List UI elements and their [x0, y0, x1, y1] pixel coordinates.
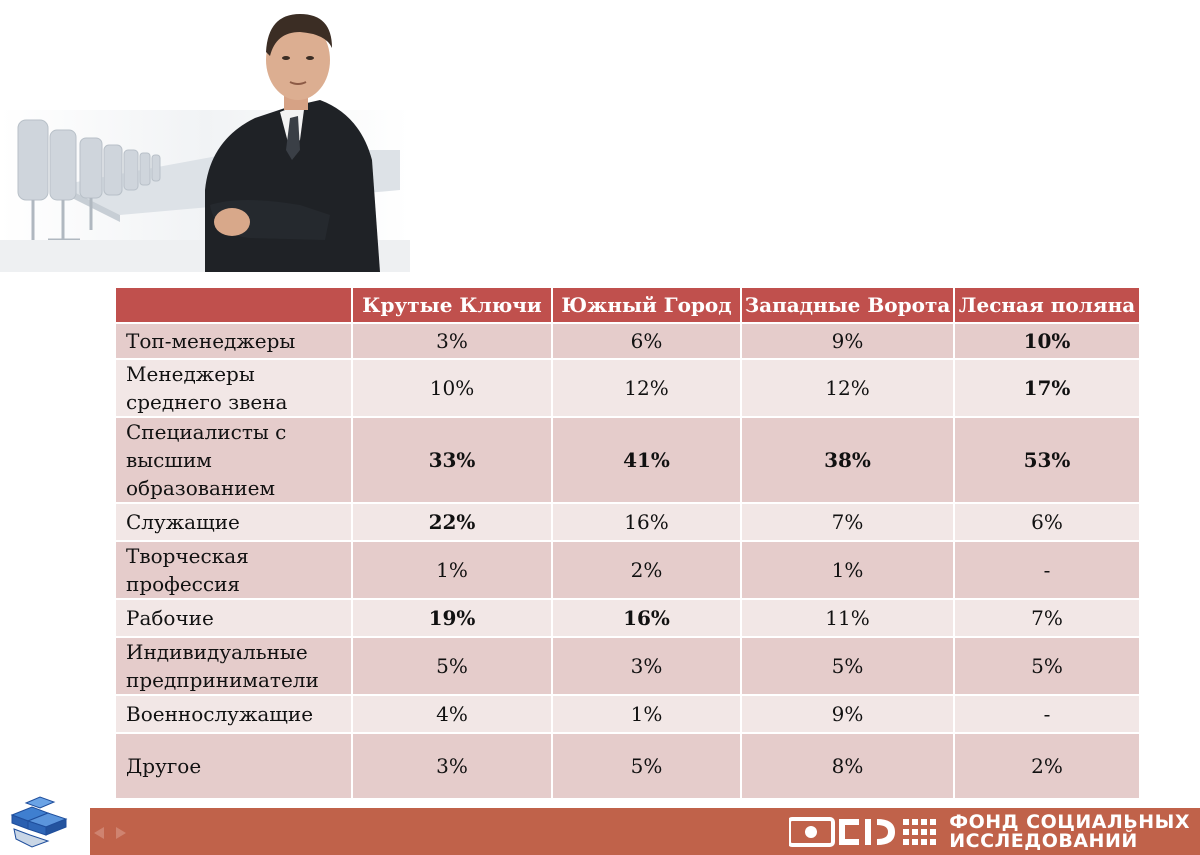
footer-bar: ФОНД СОЦИАЛЬНЫХ ИССЛЕДОВАНИЙ [90, 808, 1200, 855]
table-row: Рабочие 19% 16% 11% 7% [116, 599, 1141, 638]
row-label: Специалисты с высшим образованием [116, 417, 353, 504]
table-cell: 7% [741, 503, 955, 542]
table-cell: 12% [552, 359, 742, 418]
table-cell: 5% [352, 637, 553, 696]
table-cell: 9% [741, 323, 955, 360]
table-row: Военнослужащие 4% 1% 9% - [116, 695, 1141, 734]
table-cell: - [954, 695, 1141, 734]
table-cell: 5% [552, 733, 742, 800]
table-cell: 16% [552, 503, 742, 542]
table-cell: 2% [954, 733, 1141, 800]
table-cell: 33% [352, 417, 553, 504]
table-header-row: Крутые Ключи Южный Город Западные Ворота… [116, 288, 1141, 324]
row-label: Другое [116, 733, 353, 800]
table-cell: 7% [954, 599, 1141, 638]
table-row: Специалисты с высшим образованием 33% 41… [116, 417, 1141, 504]
table-cell: 4% [352, 695, 553, 734]
table-cell: 11% [741, 599, 955, 638]
table-cell: 41% [552, 417, 742, 504]
row-label: Топ-менеджеры [116, 323, 353, 360]
table-cell: 3% [352, 323, 553, 360]
row-label: Менеджеры среднего звена [116, 359, 353, 418]
table-cell: 22% [352, 503, 553, 542]
table-row: Другое 3% 5% 8% 2% [116, 733, 1141, 800]
table-cell: 2% [552, 541, 742, 600]
table-cell: 5% [954, 637, 1141, 696]
table-cell: 19% [352, 599, 553, 638]
table-row: Топ-менеджеры 3% 6% 9% 10% [116, 323, 1141, 360]
table-cell: 1% [352, 541, 553, 600]
logo-line-1: ФОНД СОЦИАЛЬНЫХ [949, 811, 1190, 833]
header-lesnaya-polyana: Лесная поляна [954, 288, 1141, 324]
table-cell: 1% [552, 695, 742, 734]
table-cell: 10% [352, 359, 553, 418]
table-cell: 5% [741, 637, 955, 696]
row-label: Служащие [116, 503, 353, 542]
row-label: Творческая профессия [116, 541, 353, 600]
fond-logo-text: ФОНД СОЦИАЛЬНЫХ ИССЛЕДОВАНИЙ [949, 813, 1190, 851]
table-row: Служащие 22% 16% 7% 6% [116, 503, 1141, 542]
table-row: Менеджеры среднего звена 10% 12% 12% 17% [116, 359, 1141, 418]
table-cell: 3% [352, 733, 553, 800]
table-row: Творческая профессия 1% 2% 1% - [116, 541, 1141, 600]
table-cell: 6% [552, 323, 742, 360]
header-yuzhny-gorod: Южный Город [552, 288, 742, 324]
table-cell: 9% [741, 695, 955, 734]
fond-logo: ФОНД СОЦИАЛЬНЫХ ИССЛЕДОВАНИЙ [789, 812, 1190, 852]
nav-arrows-icon[interactable] [90, 824, 130, 842]
puzzle-icon [4, 793, 78, 849]
table-cell: 3% [552, 637, 742, 696]
header-krutye-klyuchi: Крутые Ключи [352, 288, 553, 324]
table-cell: 1% [741, 541, 955, 600]
fond-logo-icon [789, 817, 937, 847]
table-cell: 16% [552, 599, 742, 638]
table-cell: 17% [954, 359, 1141, 418]
header-corner [116, 288, 353, 324]
table-cell: 8% [741, 733, 955, 800]
row-label: Рабочие [116, 599, 353, 638]
logo-line-2: ИССЛЕДОВАНИЙ [949, 830, 1138, 852]
table-cell: 12% [741, 359, 955, 418]
table-cell: 38% [741, 417, 955, 504]
row-label: Индивидуальные предприниматели [116, 637, 353, 696]
data-table: Крутые Ключи Южный Город Западные Ворота… [116, 288, 1141, 800]
table-cell: - [954, 541, 1141, 600]
businessman-photo [0, 0, 410, 272]
row-label: Военнослужащие [116, 695, 353, 734]
table-cell: 53% [954, 417, 1141, 504]
table-cell: 6% [954, 503, 1141, 542]
table-row: Индивидуальные предприниматели 5% 3% 5% … [116, 637, 1141, 696]
table-cell: 10% [954, 323, 1141, 360]
header-zapadnye-vorota: Западные Ворота [741, 288, 955, 324]
